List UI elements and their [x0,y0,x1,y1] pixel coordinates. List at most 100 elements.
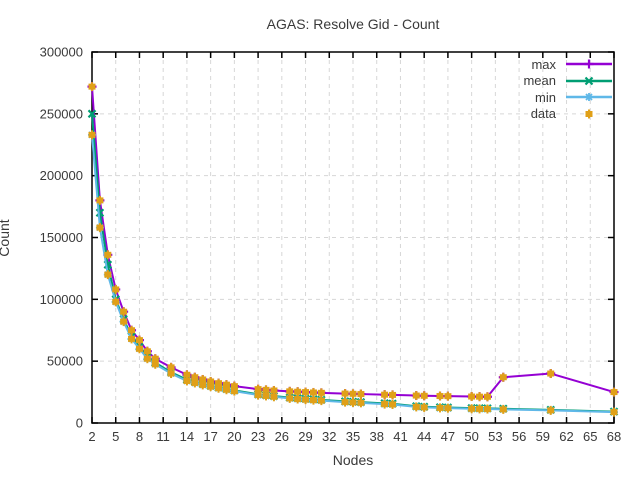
legend-item-min: min [518,89,612,106]
filled-square-marker-tab [439,403,441,413]
filled-square-marker-tab [217,383,220,393]
filled-square-marker-tab [91,130,93,140]
min-line-marker-sample [566,93,612,102]
cross-marker [87,109,97,119]
filled-square-marker-tab [486,404,489,414]
filled-square-marker-tab [185,370,188,380]
filled-square-marker-tab [233,386,236,396]
plus-marker [584,59,594,69]
y-tick-label: 150000 [40,230,83,245]
filled-square-marker-tab [106,250,109,260]
filled-square-marker-tab [225,385,228,395]
x-tick-label: 50 [464,429,478,444]
x-tick-label: 68 [607,429,621,444]
filled-square-marker-tab [549,405,552,415]
filled-square-marker-tab [423,391,426,401]
filled-square-marker-tab [344,397,347,407]
filled-square-marker-tab [272,392,275,402]
y-tick-label: 0 [76,416,83,431]
filled-square-marker-tab [478,404,481,414]
x-tick-label: 59 [536,429,550,444]
y-tick-label: 300000 [40,45,83,60]
legend-item-mean: mean [518,73,612,90]
max-series [87,82,619,402]
filled-square-marker-tab [209,382,212,392]
legend-label-max: max [531,56,556,72]
filled-square-marker-tab [106,270,109,280]
x-tick-label: 62 [559,429,573,444]
filled-square-marker-tab [359,389,362,399]
filled-square-marker-tab [383,399,386,409]
filled-square-marker-tab [296,387,299,397]
mean-line-marker-sample [566,76,612,86]
x-tick-label: 53 [488,429,502,444]
filled-square-marker-tab [470,404,473,414]
x-axis-label: Nodes [332,452,374,468]
filled-square-marker-tab [138,335,141,345]
filled-square-marker-tab [391,390,394,400]
filled-square-marker-tab [170,369,173,379]
x-tick-label: 29 [298,429,312,444]
filled-square-marker-tab [613,387,615,397]
legend-item-data: data [518,106,612,123]
filled-square-marker-tab [154,354,157,364]
x-tick-label: 2 [88,429,95,444]
filled-square-marker-tab [359,398,362,408]
filled-square-marker-tab [446,391,449,401]
x-tick-label: 26 [275,429,289,444]
legend-item-max: max [518,56,612,73]
filled-square-marker-tab [352,389,354,399]
filled-square-marker-tab [344,389,347,399]
filled-square-marker-tab [154,359,157,369]
filled-square-marker-tab [304,387,307,397]
filled-square-marker-tab [502,404,505,414]
x-tick-label: 20 [227,429,241,444]
x-tick-label: 11 [156,429,170,444]
chart-title: AGAS: Resolve Gid - Count [266,16,440,32]
filled-square-marker-tab [91,82,93,92]
filled-square-marker-tab [288,393,291,403]
filled-square-marker-tab [502,372,505,382]
legend-label-data: data [530,106,556,122]
x-tick-label: 38 [369,429,383,444]
filled-square-marker-tab [209,376,212,386]
cross-marker [584,76,594,86]
filled-square-marker-tab [320,396,323,406]
x-tick-label: 23 [251,429,265,444]
y-tick-label: 200000 [40,168,83,183]
filled-square-marker-tab [146,346,149,356]
filled-square-marker-tab [170,362,173,372]
filled-square-marker-tab [122,307,125,317]
filled-square-marker-tab [138,344,141,354]
filled-square-marker-tab [201,380,204,390]
filled-square-marker-tab [114,284,117,294]
x-tick-label: 17 [203,429,217,444]
filled-square-marker-tab [193,372,196,382]
filled-square-marker-tab [217,378,220,388]
filled-square-marker-tab [304,395,307,405]
data-scatter [88,82,618,417]
legend-label-min: min [535,89,556,105]
filled-square-marker-tab [352,397,354,407]
filled-square-marker-tab [423,402,426,412]
filled-square-marker-tab [478,392,481,402]
x-tick-label: 44 [417,429,431,444]
filled-square-marker-tab [588,109,590,119]
filled-square-marker-tab [114,297,117,307]
x-tick-label: 56 [512,429,526,444]
x-tick-label: 14 [180,429,194,444]
filled-square-marker-tab [613,407,615,417]
legend-label-mean: mean [523,73,556,89]
filled-square-marker-tab [391,399,394,409]
filled-square-marker-tab [146,354,149,364]
filled-square-marker-tab [233,381,236,391]
x-tick-label: 32 [322,429,336,444]
filled-square-marker-tab [98,223,101,233]
x-tick-label: 5 [112,429,119,444]
y-tick-label: 100000 [40,292,83,307]
x-tick-label: 65 [583,429,597,444]
filled-square-marker-tab [185,376,188,386]
filled-square-marker-tab [130,325,133,335]
filled-square-marker-tab [265,391,267,401]
